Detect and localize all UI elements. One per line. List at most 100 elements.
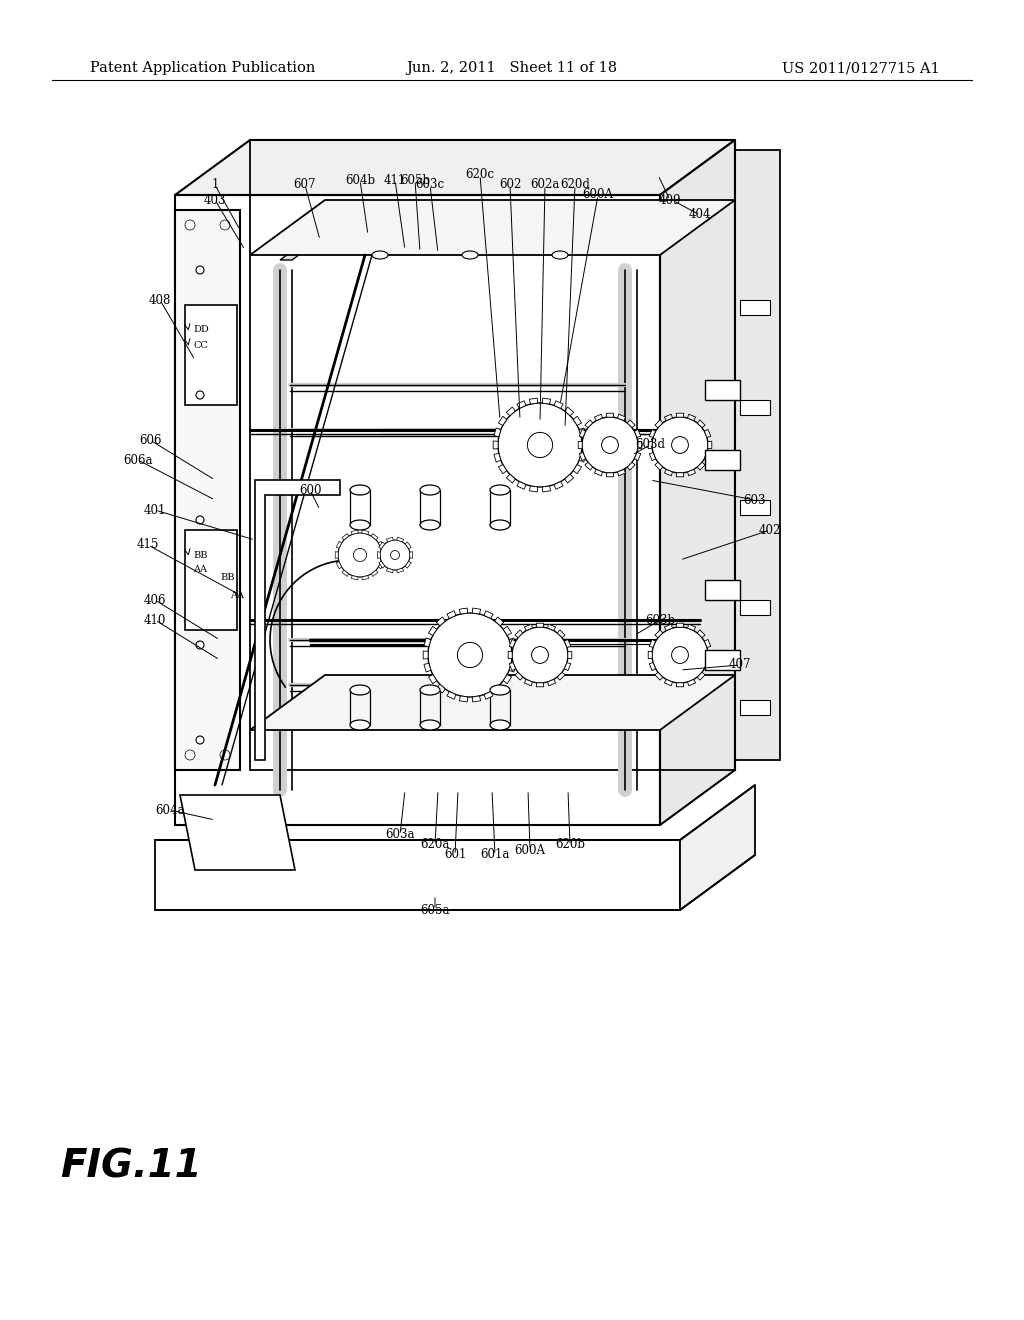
Polygon shape — [665, 624, 673, 631]
Ellipse shape — [420, 484, 440, 495]
Text: Jun. 2, 2011   Sheet 11 of 18: Jun. 2, 2011 Sheet 11 of 18 — [407, 61, 617, 75]
Polygon shape — [573, 465, 582, 474]
Bar — [185, 531, 237, 630]
Ellipse shape — [350, 484, 370, 495]
Polygon shape — [676, 413, 684, 417]
Text: 600A: 600A — [583, 189, 613, 202]
Polygon shape — [342, 533, 349, 540]
Polygon shape — [697, 630, 706, 638]
Text: 605b: 605b — [400, 173, 430, 186]
Polygon shape — [705, 429, 711, 437]
Polygon shape — [687, 624, 695, 631]
Ellipse shape — [490, 520, 510, 531]
Polygon shape — [517, 482, 526, 490]
Polygon shape — [585, 462, 593, 470]
Polygon shape — [705, 663, 711, 671]
Text: DD: DD — [193, 326, 209, 334]
Polygon shape — [705, 453, 711, 461]
Polygon shape — [250, 675, 735, 730]
Polygon shape — [361, 531, 369, 535]
Polygon shape — [582, 441, 587, 449]
Polygon shape — [460, 609, 468, 614]
Polygon shape — [665, 470, 673, 475]
Polygon shape — [372, 570, 378, 577]
Polygon shape — [397, 568, 403, 573]
Polygon shape — [676, 682, 684, 686]
Circle shape — [458, 643, 482, 668]
Bar — [705, 380, 740, 400]
Circle shape — [353, 548, 367, 561]
Polygon shape — [379, 561, 385, 568]
Polygon shape — [655, 420, 663, 428]
Text: 409: 409 — [658, 194, 681, 206]
Polygon shape — [517, 401, 526, 408]
Bar — [705, 579, 740, 601]
Polygon shape — [472, 609, 480, 614]
Text: 410: 410 — [143, 614, 166, 627]
Text: 605a: 605a — [420, 903, 450, 916]
Text: 401: 401 — [143, 503, 166, 516]
Polygon shape — [687, 680, 695, 686]
Polygon shape — [543, 486, 551, 492]
Polygon shape — [506, 407, 515, 416]
Polygon shape — [424, 664, 431, 672]
Polygon shape — [509, 639, 515, 647]
Polygon shape — [180, 795, 295, 870]
Polygon shape — [382, 552, 385, 558]
Bar — [185, 305, 237, 405]
Bar — [740, 700, 770, 715]
Polygon shape — [585, 420, 593, 428]
Text: 607: 607 — [294, 178, 316, 191]
Text: AA: AA — [193, 565, 207, 574]
Circle shape — [582, 417, 638, 473]
Polygon shape — [687, 414, 695, 421]
Circle shape — [498, 403, 582, 487]
Polygon shape — [638, 441, 642, 449]
Text: 407: 407 — [729, 659, 752, 672]
Circle shape — [428, 612, 512, 697]
Polygon shape — [494, 428, 501, 437]
Polygon shape — [564, 663, 570, 671]
Polygon shape — [697, 672, 706, 680]
Ellipse shape — [490, 484, 510, 495]
Polygon shape — [648, 441, 652, 449]
Polygon shape — [495, 616, 504, 626]
Polygon shape — [676, 473, 684, 477]
Polygon shape — [406, 561, 412, 568]
Circle shape — [220, 750, 230, 760]
Polygon shape — [423, 651, 428, 659]
Bar — [740, 500, 770, 515]
Polygon shape — [436, 684, 445, 693]
Polygon shape — [655, 462, 663, 470]
Circle shape — [196, 737, 204, 744]
Polygon shape — [708, 441, 712, 449]
Bar — [740, 300, 770, 315]
Polygon shape — [509, 663, 515, 671]
Polygon shape — [564, 639, 570, 647]
Text: 411: 411 — [384, 173, 407, 186]
Bar — [740, 601, 770, 615]
Polygon shape — [635, 453, 641, 461]
Polygon shape — [508, 651, 512, 659]
Polygon shape — [386, 568, 393, 573]
Polygon shape — [617, 470, 626, 475]
Polygon shape — [428, 675, 437, 684]
Polygon shape — [378, 562, 384, 569]
Ellipse shape — [420, 719, 440, 730]
Circle shape — [652, 627, 708, 682]
Polygon shape — [484, 692, 494, 700]
Circle shape — [531, 647, 549, 664]
Circle shape — [672, 647, 688, 664]
Polygon shape — [495, 684, 504, 693]
Polygon shape — [548, 680, 556, 686]
Polygon shape — [708, 651, 712, 659]
Polygon shape — [484, 611, 494, 619]
Text: 606: 606 — [138, 433, 161, 446]
Text: FIG.11: FIG.11 — [60, 1147, 202, 1185]
Circle shape — [380, 540, 410, 570]
Polygon shape — [606, 473, 613, 477]
Polygon shape — [594, 414, 602, 421]
Polygon shape — [342, 570, 349, 577]
Text: Patent Application Publication: Patent Application Publication — [90, 61, 315, 75]
Ellipse shape — [350, 685, 370, 696]
